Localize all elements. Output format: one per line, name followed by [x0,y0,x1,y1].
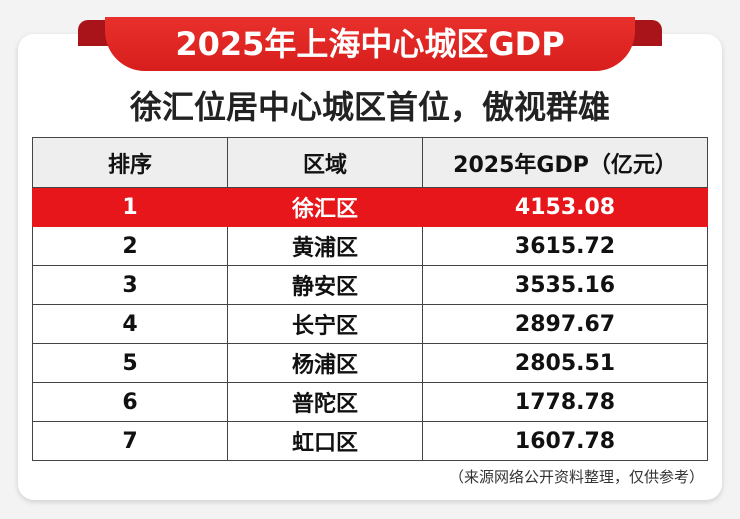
district-cell: 黄浦区 [227,226,423,266]
gdp-table: 排序 区域 2025年GDP（亿元） 1 徐汇区 4153.08 2 黄浦区 3615.7… [32,137,708,461]
column-header: 2025年GDP（亿元） [422,137,708,188]
table-row: 2 黄浦区 3615.72 [32,226,708,266]
district-cell: 杨浦区 [227,343,423,383]
title-ribbon: 2025年上海中心城区GDP [105,17,635,71]
district-cell: 虹口区 [227,421,423,461]
gdp-cell: 3535.16 [422,265,708,305]
district-cell: 徐汇区 [227,187,423,227]
column-header: 排序 [32,137,228,188]
district-cell: 静安区 [227,265,423,305]
column-header: 区域 [227,137,423,188]
rank-cell: 3 [32,265,228,305]
table-row: 5 杨浦区 2805.51 [32,343,708,383]
rank-cell: 4 [32,304,228,344]
gdp-cell: 2805.51 [422,343,708,383]
gdp-cell: 1607.78 [422,421,708,461]
rank-cell: 2 [32,226,228,266]
district-cell: 长宁区 [227,304,423,344]
table-row: 1 徐汇区 4153.08 [32,187,708,227]
table-row: 4 长宁区 2897.67 [32,304,708,344]
source-note: （来源网络公开资料整理，仅供参考） [448,468,704,486]
gdp-cell: 1778.78 [422,382,708,422]
subtitle: 徐汇位居中心城区首位，傲视群雄 [129,88,610,126]
district-cell: 普陀区 [227,382,423,422]
gdp-cell: 2897.67 [422,304,708,344]
rank-cell: 1 [32,187,228,227]
rank-cell: 5 [32,343,228,383]
table-row: 3 静安区 3535.16 [32,265,708,305]
table-row: 6 普陀区 1778.78 [32,382,708,422]
table-row: 7 虹口区 1607.78 [32,421,708,461]
rank-cell: 7 [32,421,228,461]
gdp-cell: 3615.72 [422,226,708,266]
table-header-row: 排序 区域 2025年GDP（亿元） [32,137,708,188]
rank-cell: 6 [32,382,228,422]
gdp-cell: 4153.08 [422,187,708,227]
